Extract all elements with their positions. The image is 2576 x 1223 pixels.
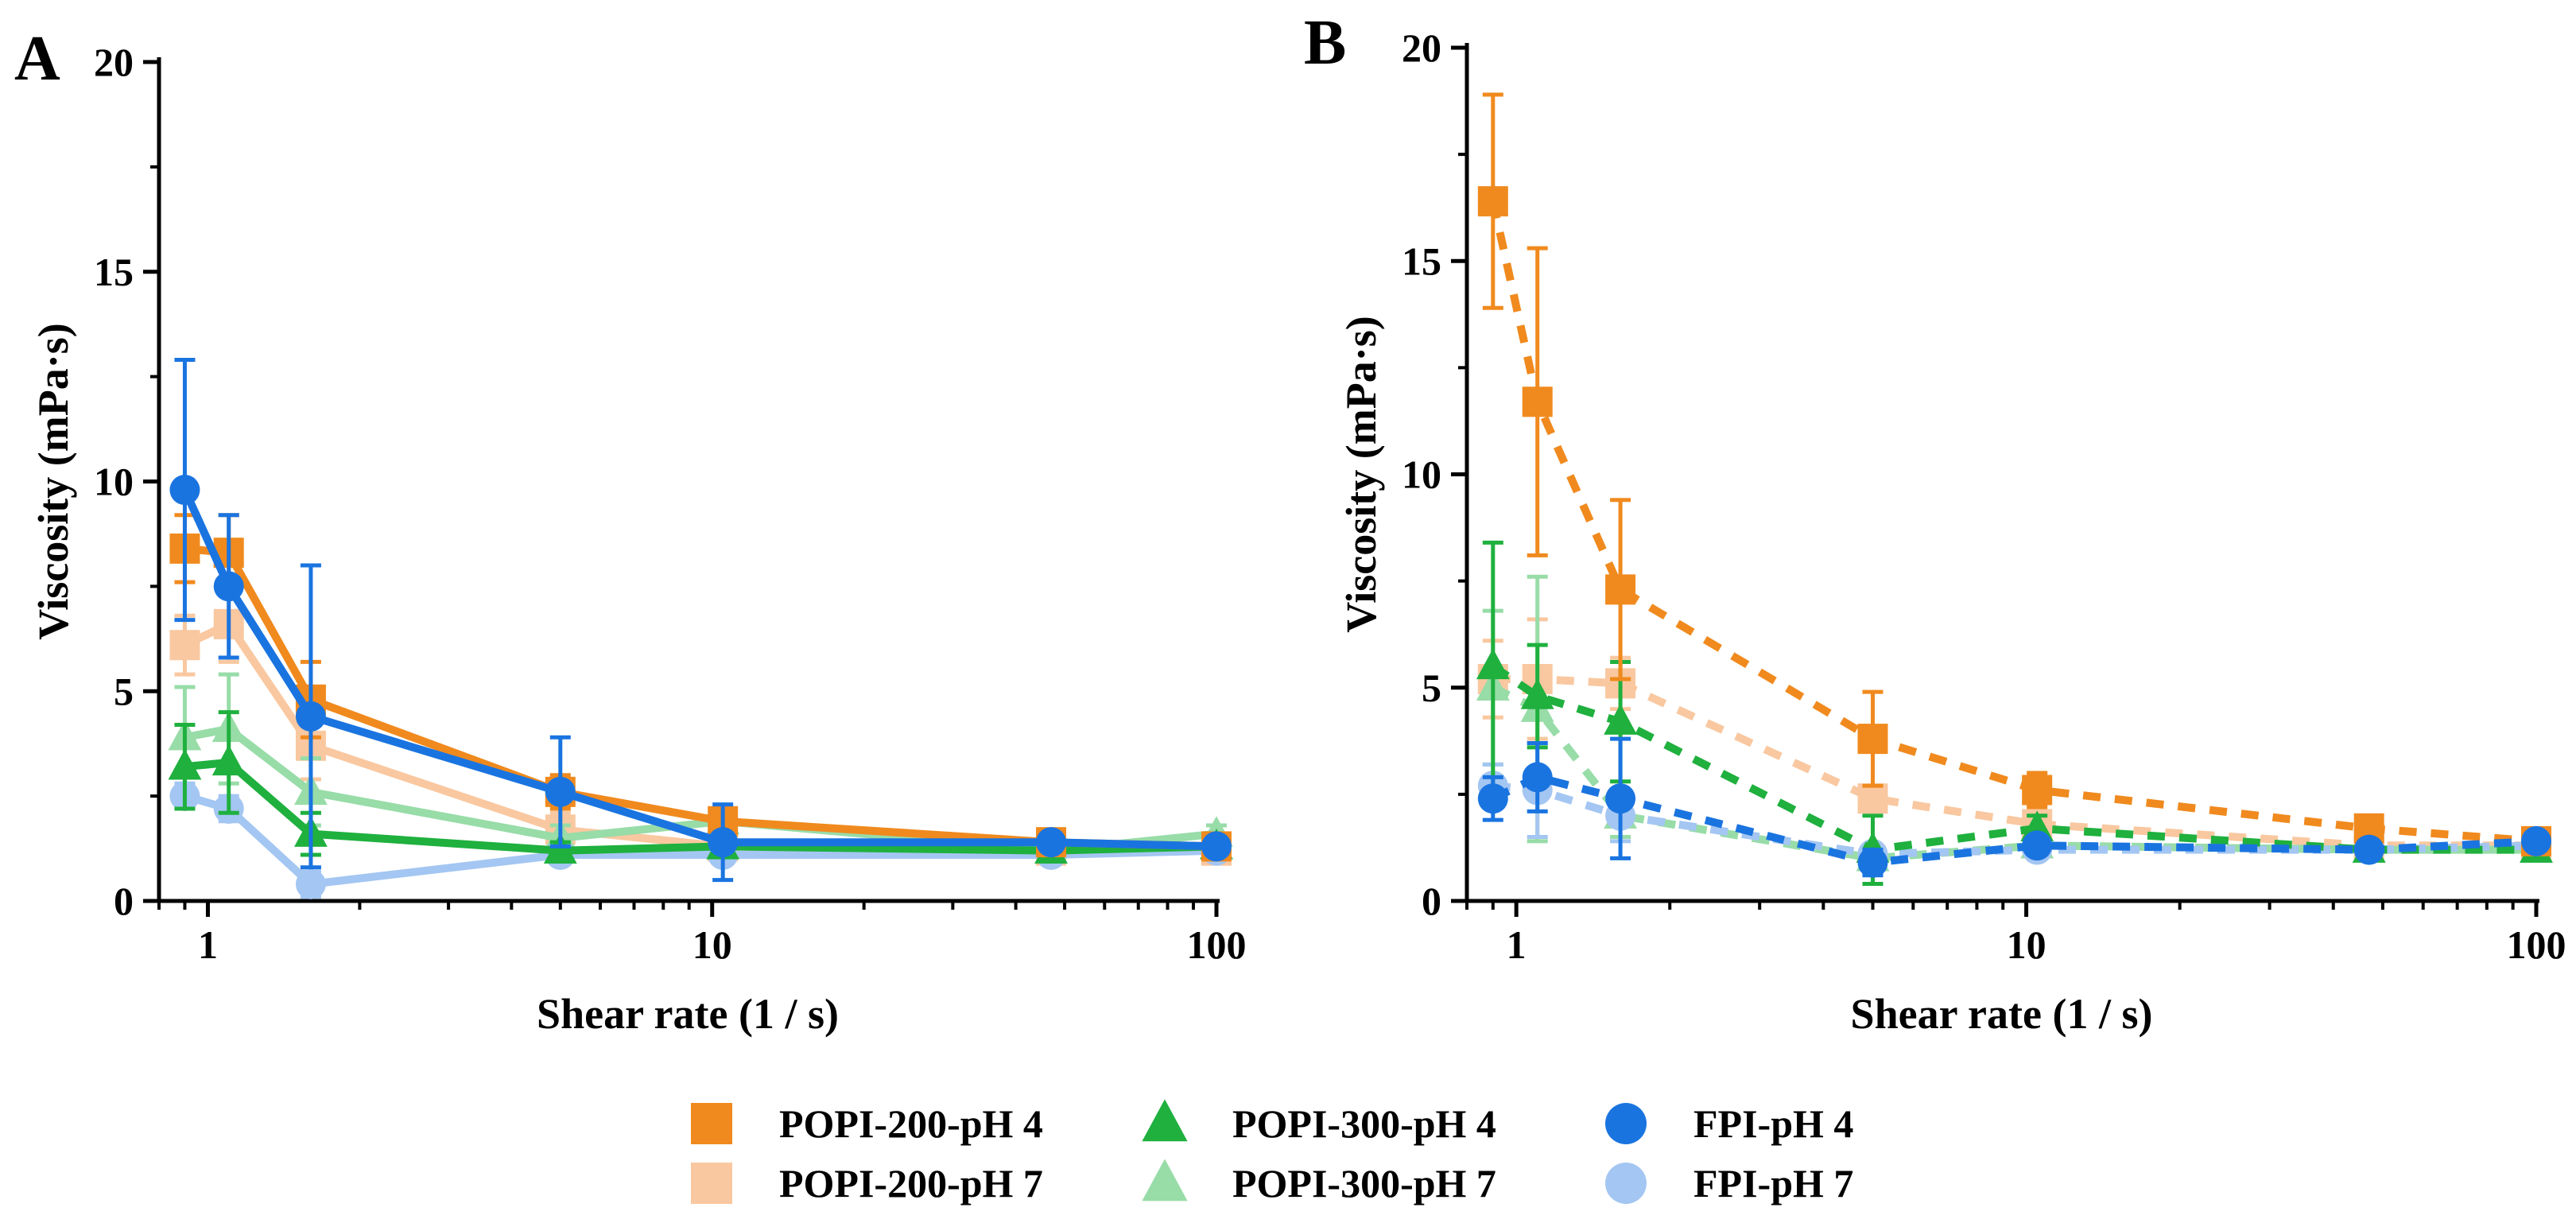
panel-a-data-point <box>1036 827 1067 858</box>
legend-marker-triangle <box>1142 1159 1188 1202</box>
panel-b-data-point <box>1857 847 1888 878</box>
panel-a-x-tick-label: 100 <box>1187 922 1247 967</box>
panel-b-y-axis-title: Viscosity (mPa·s) <box>1337 316 1385 632</box>
panel-a-letter: A <box>14 24 60 94</box>
chart-panel-b: 0 5 10 15 20 1 10 100 Shear rate (1 / s) Viscosit… <box>1337 25 2566 1038</box>
legend-label: POPI-200-pH 7 <box>779 1161 1043 1206</box>
panel-a-data-point <box>169 475 200 506</box>
legend-label: POPI-200-pH 4 <box>779 1101 1043 1146</box>
legend-label: POPI-300-pH 7 <box>1232 1161 1496 1206</box>
panel-b-series-popi-200-ph-4 <box>1477 92 2551 856</box>
panel-b-x-axis-title: Shear rate (1 / s) <box>1851 990 2153 1038</box>
panel-b-series-line <box>1488 200 2537 845</box>
panel-a-x-axis-title: Shear rate (1 / s) <box>537 990 839 1038</box>
panel-b-x-tick-label: 1 <box>1507 922 1527 967</box>
legend-label: FPI-pH 4 <box>1693 1101 1853 1146</box>
legend-label: POPI-300-pH 4 <box>1232 1101 1496 1146</box>
panel-a-y-tick-label: 20 <box>94 40 134 84</box>
panel-a-data-point <box>1201 831 1232 862</box>
panel-b-data-point <box>1476 648 1510 680</box>
panel-b-data-point <box>2353 834 2384 865</box>
legend-marker-circle <box>1605 1103 1647 1144</box>
panel-b-data-point <box>1857 783 1888 814</box>
panel-a-data-point <box>295 701 326 732</box>
panel-a-x-tick-label: 10 <box>692 922 732 967</box>
legend-marker-triangle <box>1142 1099 1188 1142</box>
panel-b-data-point <box>1605 783 1636 814</box>
panel-a-data-point <box>708 827 739 858</box>
panel-b-x-tick-label: 10 <box>2007 922 2046 967</box>
panel-b-data-point <box>2022 775 2053 806</box>
panel-a-series-line <box>180 544 1220 851</box>
panel-a-y-tick-label: 10 <box>94 460 134 504</box>
chart-panel-a: 0 5 10 15 20 1 10 100 Shear rate (1 / s) Viscosit… <box>29 40 1247 1038</box>
panel-a-series-line <box>180 486 1220 851</box>
panel-a-series-popi-200-ph-4 <box>169 513 1232 862</box>
panel-a-y-tick-label: 15 <box>94 250 134 294</box>
panel-b-data-point <box>1604 704 1637 735</box>
panel-b-y-tick-label: 10 <box>1402 452 1441 497</box>
panel-a-y-tick-label: 5 <box>114 669 134 713</box>
panel-b-series-fpi-ph-4 <box>1477 736 2551 878</box>
panel-b-y-tick-label: 20 <box>1402 25 1441 70</box>
panel-b-series-popi-300-ph-4 <box>1476 540 2553 887</box>
panel-b-data-point <box>1857 724 1888 755</box>
panel-a-data-point <box>211 744 246 776</box>
panel-b-data-point <box>1477 186 1508 217</box>
panel-b-x-tick-label: 100 <box>2507 922 2566 967</box>
legend-item-popi-200-ph-4: POPI-200-pH 4 <box>691 1101 1043 1146</box>
panel-b-data-point <box>1522 762 1553 793</box>
panel-a-data-point <box>295 868 326 899</box>
legend-marker-square <box>691 1103 732 1144</box>
panel-b-data-point <box>2521 825 2551 856</box>
legend-marker-circle <box>1605 1163 1647 1204</box>
legend-marker-square <box>691 1163 732 1204</box>
panel-a-data-point <box>168 748 202 780</box>
legend-item-fpi-ph-4: FPI-pH 4 <box>1605 1101 1853 1146</box>
panel-b-y-tick-label: 0 <box>1422 879 1441 923</box>
panel-b-data-point <box>1477 783 1508 814</box>
panel-b-data-point <box>2022 830 2053 861</box>
panel-a-series-fpi-ph-4 <box>169 358 1232 883</box>
panel-b-data-point <box>1522 386 1553 417</box>
panel-b-data-point <box>1605 574 1636 605</box>
panel-b-y-tick-label: 15 <box>1402 239 1441 283</box>
panel-a-data-point <box>213 571 244 602</box>
panel-a-y-tick-label: 0 <box>114 879 134 923</box>
panel-a-data-point <box>169 630 200 661</box>
panel-a-x-tick-label: 1 <box>198 922 218 967</box>
legend-item-popi-200-ph-7: POPI-200-pH 7 <box>691 1161 1043 1206</box>
panel-b-letter: B <box>1304 8 1346 78</box>
panel-a-y-axis-title: Viscosity (mPa·s) <box>29 323 77 639</box>
legend: POPI-200-pH 4 POPI-200-pH 7 POPI-300-pH 4 P… <box>691 1099 1853 1206</box>
legend-item-popi-300-ph-7: POPI-300-pH 7 <box>1142 1159 1496 1206</box>
panel-b-series-popi-200-ph-7 <box>1477 617 2551 861</box>
panel-b-y-tick-label: 5 <box>1422 666 1441 710</box>
legend-item-fpi-ph-7: FPI-pH 7 <box>1605 1161 1853 1206</box>
panel-b-data-point <box>1520 678 1554 709</box>
legend-item-popi-300-ph-4: POPI-300-pH 4 <box>1142 1099 1496 1146</box>
legend-label: FPI-pH 7 <box>1693 1161 1853 1206</box>
panel-b-series-popi-300-ph-7 <box>1476 574 2553 873</box>
panel-a-data-point <box>545 776 576 807</box>
